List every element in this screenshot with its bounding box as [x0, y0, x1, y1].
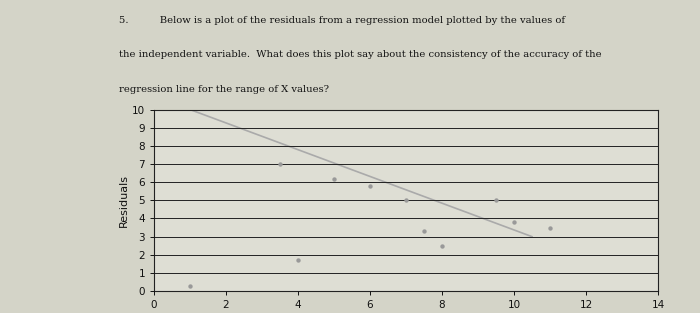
Text: the independent variable.  What does this plot say about the consistency of the : the independent variable. What does this… [119, 50, 601, 59]
Text: 5.          Below is a plot of the residuals from a regression model plotted by : 5. Below is a plot of the residuals from… [119, 16, 565, 25]
Text: regression line for the range of X values?: regression line for the range of X value… [119, 85, 329, 94]
Point [419, 229, 430, 234]
Point [436, 243, 447, 248]
Point [508, 220, 519, 225]
Point [328, 176, 339, 181]
Y-axis label: Residuals: Residuals [119, 174, 129, 227]
Point [293, 258, 304, 263]
Point [545, 225, 556, 230]
Point [184, 283, 195, 288]
Point [274, 162, 286, 167]
Point [365, 183, 376, 188]
Point [491, 198, 502, 203]
Point [400, 198, 412, 203]
